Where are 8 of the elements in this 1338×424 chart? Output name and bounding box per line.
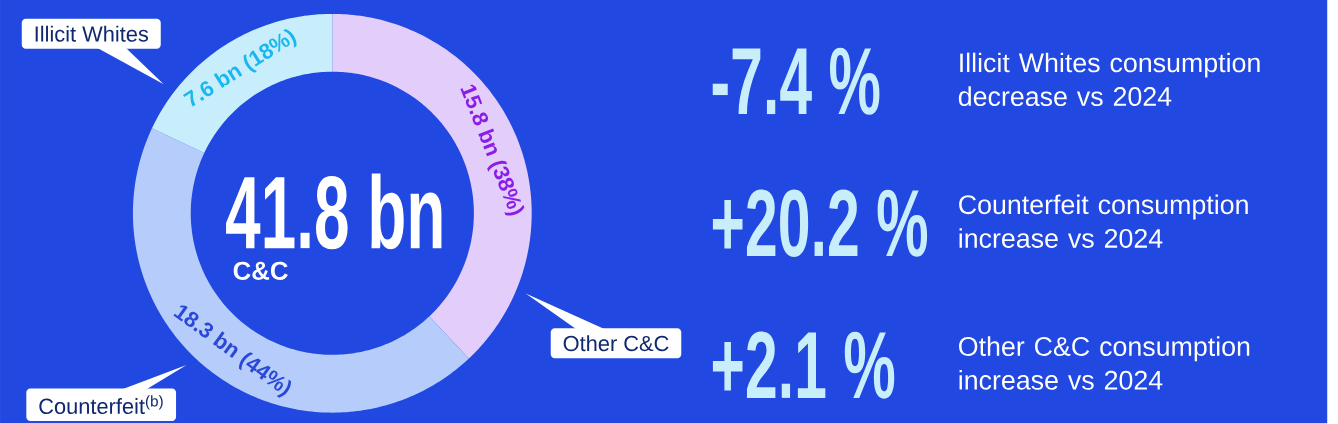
text: 41.8 bn: [226, 173, 442, 250]
text: +2.1 %: [712, 331, 895, 399]
text: +20.2 %: [712, 189, 928, 258]
text: -7.4 %: [712, 48, 880, 116]
text: C&C: [233, 261, 288, 281]
text: Illicit Whites consumption decrease vs 2024: [958, 52, 1260, 107]
text: Counterfeit consumption increase vs 2024: [959, 194, 1248, 249]
text: Other C&C consumption increase vs 2024: [959, 336, 1250, 390]
